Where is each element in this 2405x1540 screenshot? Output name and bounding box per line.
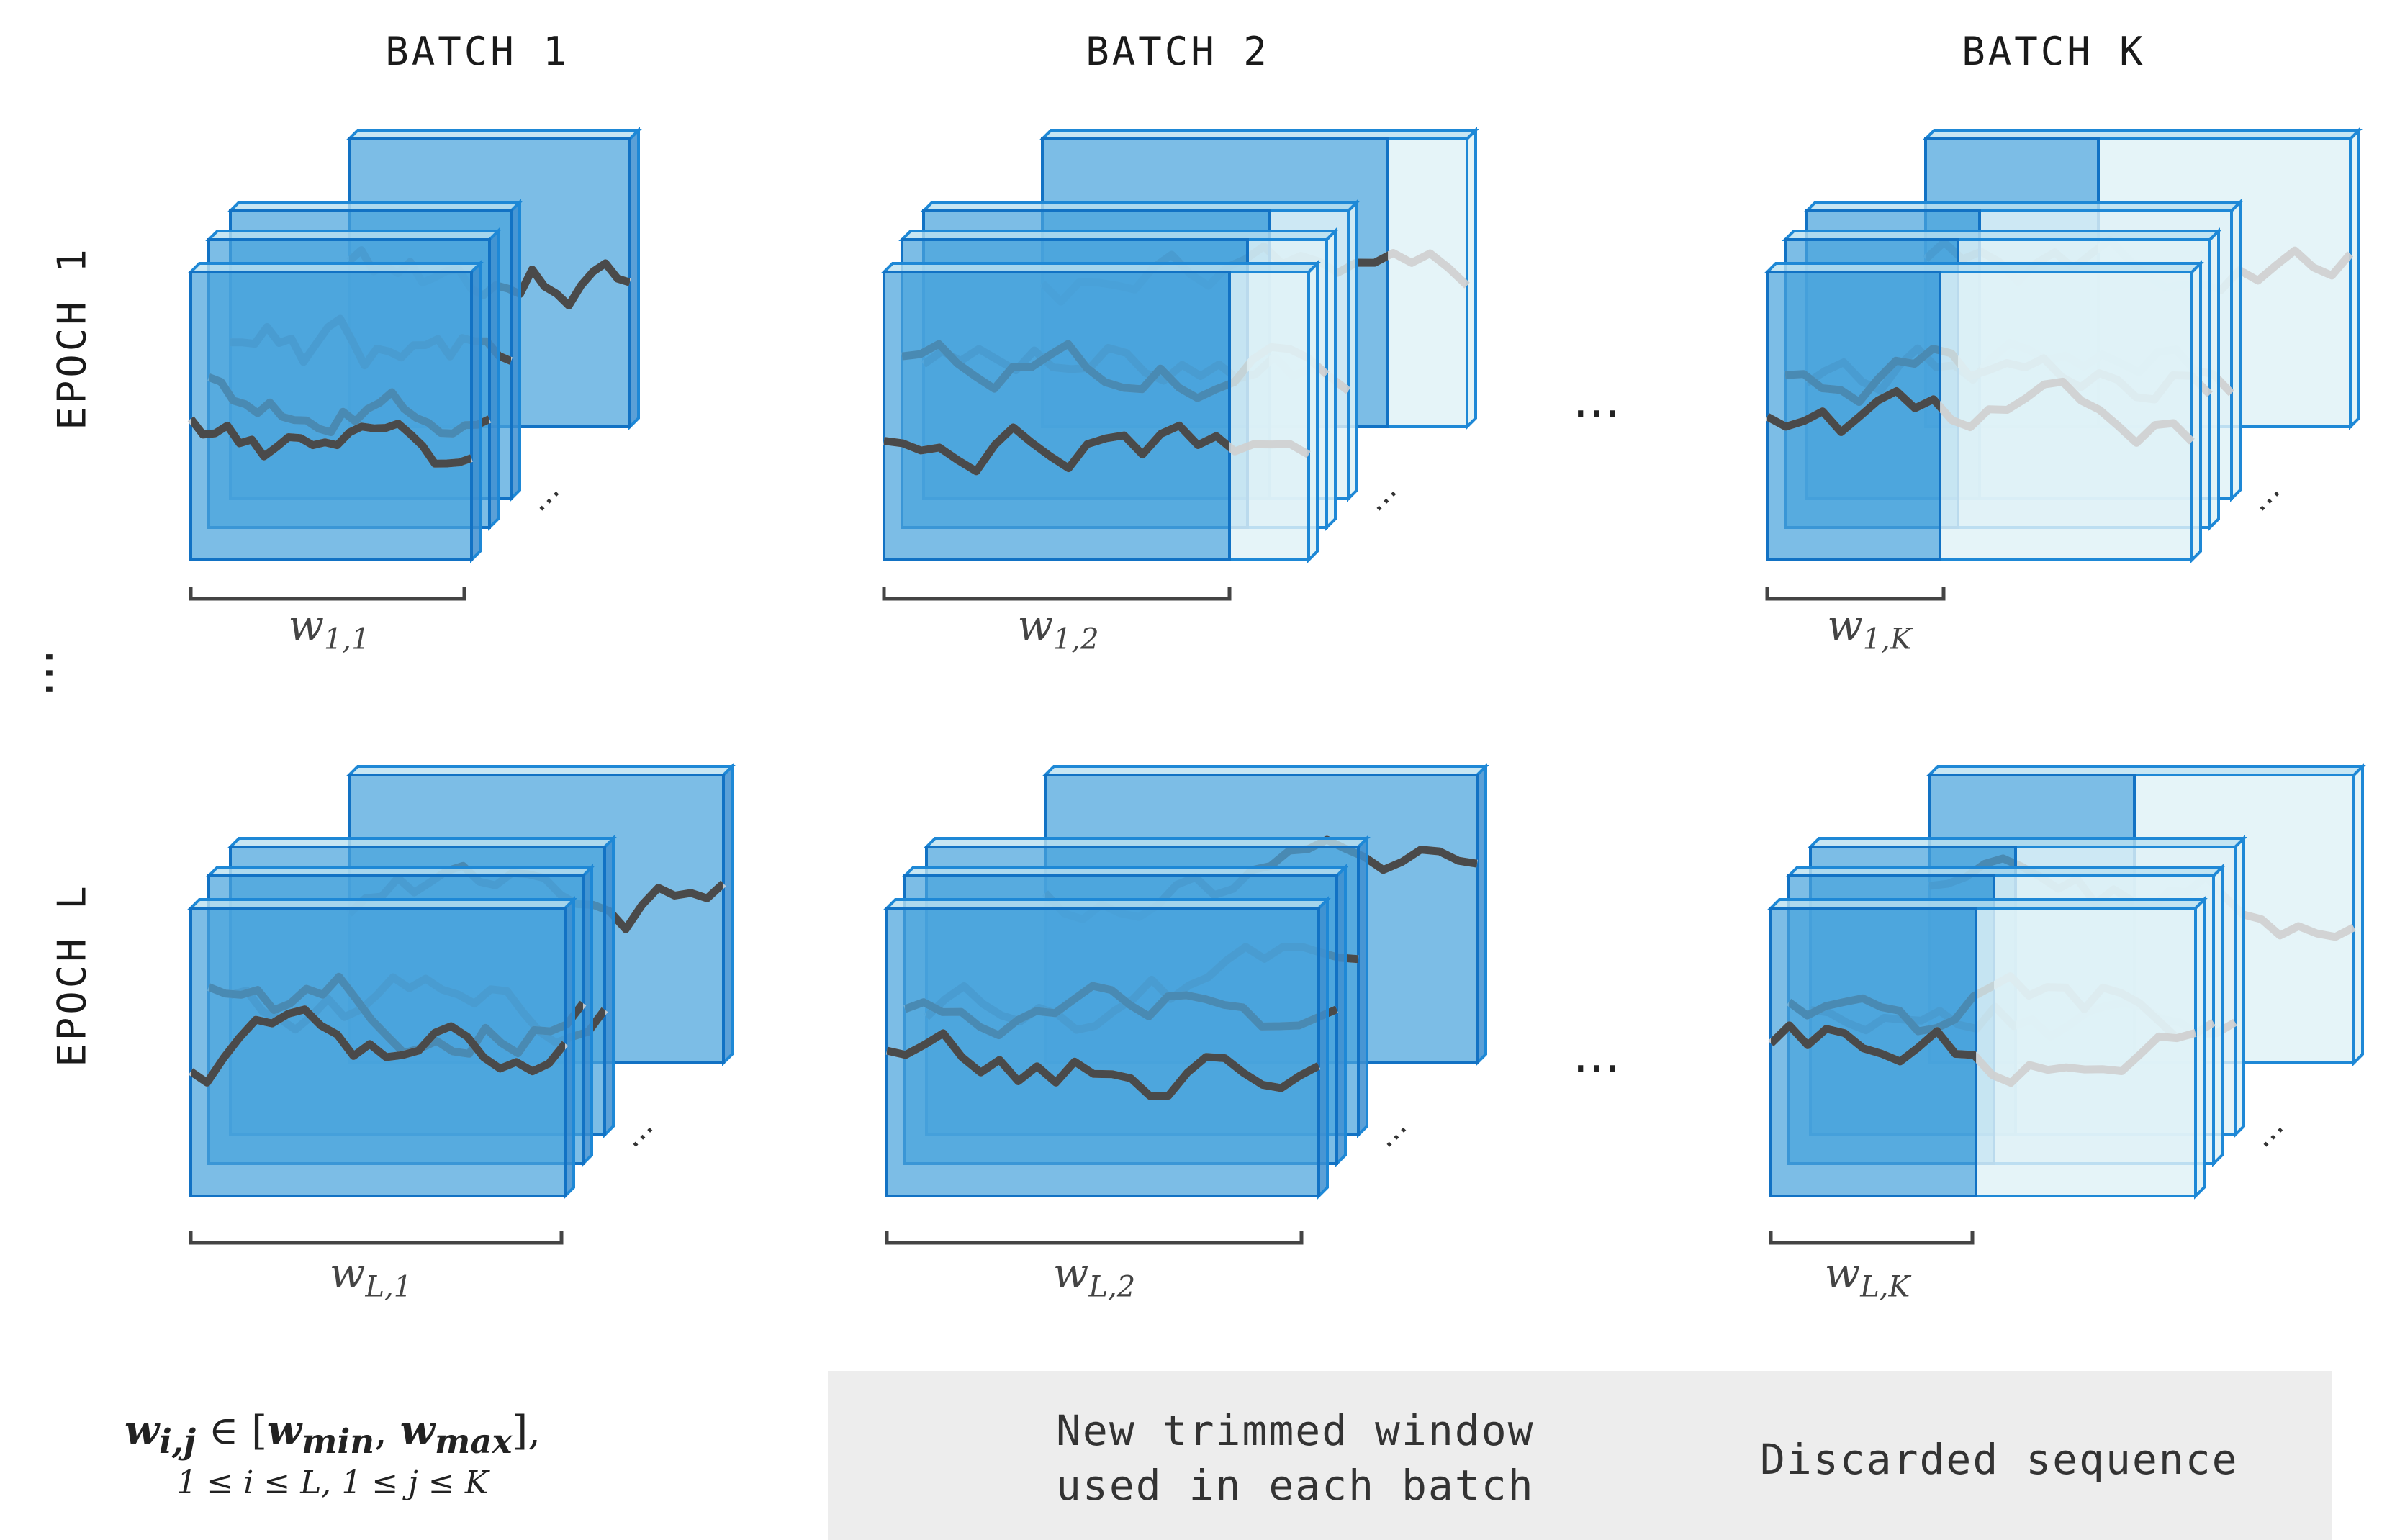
batch-ellipsis-epoch-l: ... (1572, 1025, 1621, 1084)
trimmed-window (883, 271, 1231, 561)
batch-ellipsis-epoch-1: ... (1572, 370, 1621, 429)
stack-layer-4 (883, 896, 1331, 1200)
stack-epoch-1-batch-k: ... (1764, 127, 2363, 563)
series-line-kept (191, 1005, 565, 1087)
stack-layer-4 (1764, 260, 2204, 563)
series-line-kept (884, 421, 1229, 476)
series-line-kept (191, 416, 471, 468)
bracket-1-k (1765, 587, 1946, 601)
window-label-l-1: wL,1 (329, 1249, 412, 1304)
index-constraints: 1 ≤ i ≤ L, 1 ≤ j ≤ K (176, 1464, 489, 1501)
legend-discarded-label: Discarded sequence (1760, 1435, 2239, 1484)
stack-epoch-1-batch-2: ... (880, 127, 1479, 563)
window-label-1-1: w1,1 (288, 601, 370, 656)
window-range-formula: wi,j ∈ [wmin, wmax], (124, 1407, 541, 1462)
bracket-l-2 (885, 1231, 1304, 1245)
trimmed-window (189, 271, 473, 561)
window-label-l-2: wL,2 (1052, 1249, 1136, 1304)
legend-new-window-label: New trimmed window used in each batch (1056, 1406, 1535, 1510)
batch-k-title: BATCH K (1962, 29, 2146, 74)
stack-ellipsis: ... (2240, 471, 2288, 519)
trimmed-window (1766, 271, 1941, 561)
stack-epoch-l-batch-1: ... (187, 763, 736, 1200)
window-label-l-k: wL,K (1824, 1249, 1910, 1304)
stack-epoch-l-batch-k: ... (1767, 763, 2366, 1200)
legend (828, 1371, 2332, 1540)
stack-layer-4 (1767, 896, 2208, 1200)
series-line-kept (1767, 387, 1940, 436)
stack-ellipsis: ... (1357, 471, 1404, 519)
series-line-kept (1771, 1021, 1976, 1066)
series-line-kept (887, 1029, 1319, 1100)
bracket-1-2 (882, 587, 1232, 601)
discarded-segment (1386, 137, 1468, 428)
stack-epoch-l-batch-2: ... (883, 763, 1489, 1200)
window-label-1-2: w1,2 (1017, 601, 1099, 656)
trimmed-window (885, 907, 1320, 1197)
epoch-ellipsis: ... (34, 648, 93, 697)
bracket-1-1 (189, 587, 466, 601)
discarded-segment (1975, 907, 2197, 1197)
stack-ellipsis: ... (2244, 1108, 2291, 1155)
stack-ellipsis: ... (613, 1108, 661, 1155)
batch-2-title: BATCH 2 (1086, 29, 1270, 74)
bracket-l-k (1769, 1231, 1975, 1245)
epoch-l-title: EPOCH L (49, 883, 95, 1067)
stack-epoch-1-batch-1: ... (187, 127, 642, 563)
stack-ellipsis: ... (1367, 1108, 1414, 1155)
batch-1-title: BATCH 1 (385, 29, 569, 74)
stack-layer-4 (187, 896, 577, 1200)
stack-ellipsis: ... (520, 471, 567, 519)
window-label-1-k: w1,K (1827, 601, 1912, 656)
stack-layer-4 (187, 260, 484, 563)
stack-layer-4 (880, 260, 1321, 563)
bracket-l-1 (189, 1231, 564, 1245)
epoch-1-title: EPOCH 1 (49, 246, 95, 430)
discarded-segment (1228, 271, 1310, 561)
